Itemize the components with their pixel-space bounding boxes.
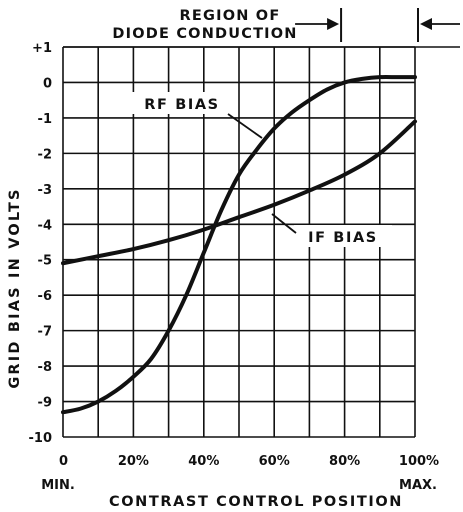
y-tick-label: -2: [38, 147, 52, 162]
if-bias-label-background: [294, 225, 392, 247]
rf-bias-leader-line: [227, 113, 263, 139]
if-bias-leader-line: [271, 213, 297, 234]
grid-lines: [62, 46, 460, 438]
region-start-arrowhead: [327, 18, 340, 30]
x-tick-label: 40%: [188, 454, 219, 469]
x-tick-label: 0: [59, 454, 68, 469]
annotations: RF BIAS IF BIAS: [132, 8, 460, 247]
x-tick-label: 80%: [329, 454, 360, 469]
x-tick-label: 20%: [118, 454, 149, 469]
x-tick-label: 60%: [259, 454, 290, 469]
tick-labels: +1 0 -1 -2 -3 -4 -5 -6 -7 -8 -9 -10 0 20% 40% 60% 80% 100…: [29, 41, 440, 469]
x-max-label: MAX.: [399, 478, 437, 493]
x-tick-label: 100%: [399, 454, 439, 469]
region-label-line2: DIODE CONDUCTION: [112, 26, 297, 42]
region-label-line1: REGION OF: [180, 8, 281, 24]
y-tick-label: -9: [38, 396, 52, 411]
if-bias-label: IF BIAS: [308, 230, 378, 246]
rf-bias-label-background: [132, 92, 232, 114]
region-end-arrowhead: [420, 18, 432, 30]
y-tick-label: -10: [29, 431, 53, 446]
series-lines: [61, 75, 417, 415]
rf-bias-label: RF BIAS: [144, 97, 219, 113]
y-tick-label: -8: [38, 360, 52, 375]
y-tick-label: -7: [38, 325, 52, 340]
y-tick-label: -4: [38, 218, 52, 233]
rf-bias-curve: [61, 75, 417, 415]
y-axis-label: GRID BIAS IN VOLTS: [7, 187, 23, 388]
x-min-label: MIN.: [41, 478, 75, 493]
x-axis-label: CONTRAST CONTROL POSITION: [109, 494, 403, 510]
y-tick-label: 0: [43, 76, 52, 91]
y-tick-label: -5: [38, 254, 52, 269]
y-tick-label: -6: [38, 289, 52, 304]
if-bias-curve: [61, 119, 417, 266]
y-tick-label: -1: [38, 112, 52, 127]
y-tick-label: -3: [38, 183, 52, 198]
y-tick-label: +1: [32, 41, 52, 56]
